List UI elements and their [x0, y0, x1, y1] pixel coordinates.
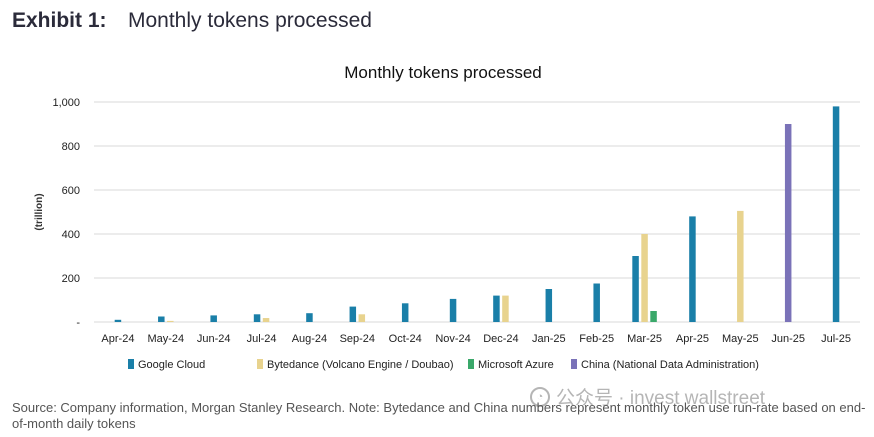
bar-google-jun-24 — [210, 315, 217, 322]
legend-label: Microsoft Azure — [478, 359, 554, 371]
x-tick-label: Jul-25 — [821, 333, 851, 345]
gridlines — [94, 101, 860, 323]
legend-label: China (National Data Administration) — [581, 359, 759, 371]
x-tick-label: Jul-24 — [247, 333, 277, 345]
legend-swatch — [571, 359, 577, 369]
y-tick-label: 200 — [62, 273, 80, 285]
legend: Google Cloud Bytedance (Volcano Engine / … — [128, 359, 759, 371]
bar-google-jul-25 — [832, 106, 840, 323]
x-tick-label: May-24 — [147, 333, 184, 345]
y-tick-label: 1,000 — [52, 97, 80, 109]
x-tick-label: Dec-24 — [483, 333, 518, 345]
bar-bytedance-dec-24 — [502, 295, 509, 322]
bar-google-dec-24 — [493, 295, 500, 322]
exhibit-label: Exhibit 1: — [12, 9, 107, 32]
legend-swatch — [468, 359, 474, 369]
bar-china-jun-25 — [784, 124, 792, 322]
x-tick-label: Apr-24 — [101, 333, 134, 345]
x-tick-label: Aug-24 — [292, 333, 327, 345]
bar-google-aug-24 — [306, 313, 313, 322]
legend-swatch — [257, 359, 263, 369]
exhibit-header: Exhibit 1: Monthly tokens processed — [12, 9, 372, 33]
bar-google-apr-24 — [114, 319, 122, 322]
y-tick-label: 600 — [62, 185, 80, 197]
watermark: ◔ 公众号 · invest wallstreet — [530, 383, 765, 410]
x-tick-label: Nov-24 — [435, 333, 470, 345]
chart-title: Monthly tokens processed — [344, 63, 542, 82]
bars — [114, 106, 840, 323]
bar-google-apr-25 — [689, 216, 696, 322]
legend-label: Google Cloud — [138, 359, 205, 371]
bar-microsoft-mar-25 — [650, 311, 657, 322]
bar-bytedance-sep-24 — [358, 314, 366, 322]
bar-google-sep-24 — [349, 306, 357, 322]
y-tick-label: 400 — [62, 229, 80, 241]
bar-bytedance-may-24 — [167, 320, 174, 322]
legend-swatch — [128, 359, 134, 369]
x-tick-label: Jan-25 — [532, 333, 566, 345]
x-tick-label: Oct-24 — [389, 333, 422, 345]
bar-google-jul-24 — [253, 314, 261, 322]
bar-bytedance-may-25 — [737, 210, 744, 322]
source-note: Source: Company information, Morgan Stan… — [12, 400, 866, 431]
y-tick-label: 800 — [62, 141, 80, 153]
bar-bytedance-mar-25 — [641, 234, 648, 322]
bar-google-jan-25 — [545, 289, 553, 322]
x-tick-label: May-25 — [722, 333, 759, 345]
x-tick-label: Apr-25 — [676, 333, 709, 345]
y-tick-labels: - 200 400 600 800 1,000 — [52, 97, 80, 329]
x-tick-label: Sep-24 — [340, 333, 375, 345]
exhibit-title: Monthly tokens processed — [128, 9, 372, 32]
bar-google-nov-24 — [449, 298, 457, 322]
bar-bytedance-jul-24 — [262, 318, 270, 322]
bar-google-oct-24 — [401, 303, 409, 322]
legend-label: Bytedance (Volcano Engine / Doubao) — [267, 359, 454, 371]
x-tick-labels: Apr-24 May-24 Jun-24 Jul-24 Aug-24 Sep-24 Oct-… — [101, 333, 851, 345]
y-tick-label: - — [76, 317, 80, 329]
watermark-text: 公众号 · invest wallstreet — [556, 388, 766, 409]
bar-google-feb-25 — [593, 283, 600, 322]
bar-google-mar-25 — [632, 256, 639, 322]
x-tick-label: Feb-25 — [579, 333, 614, 345]
x-tick-label: Jun-25 — [771, 333, 805, 345]
y-axis-label: (trillion) — [34, 193, 45, 230]
x-tick-label: Mar-25 — [627, 333, 662, 345]
wechat-icon: ◔ — [530, 386, 550, 407]
bar-google-may-24 — [158, 316, 165, 322]
x-tick-label: Jun-24 — [197, 333, 231, 345]
